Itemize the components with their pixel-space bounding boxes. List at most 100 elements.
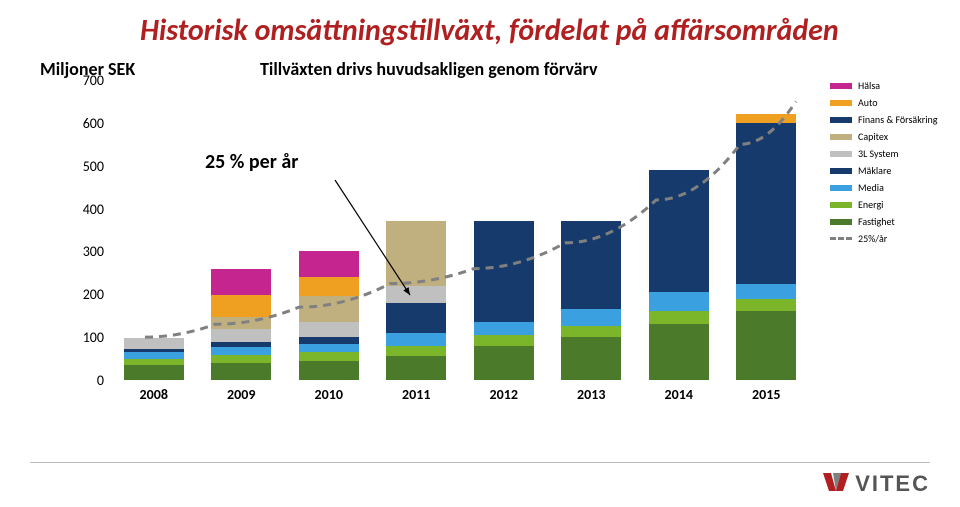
y-tick-700: 700 [44,72,104,89]
legend-label: Media [858,182,884,193]
seg-Mäklare [649,200,709,292]
chart-subtitle: Tillväxten drivs huvudsakligen genom för… [260,58,598,80]
y-tick-200: 200 [44,286,104,303]
seg-Auto [211,295,271,316]
seg-Media [386,333,446,346]
seg-Capitex [211,317,271,330]
seg-Fastighet [299,361,359,380]
y-tick-300: 300 [44,243,104,260]
seg-Media [736,284,796,299]
seg-Mäklare [736,187,796,283]
legend-item-25%/år: 25%/år [830,233,950,244]
legend-item-Hälsa: Hälsa [830,80,950,91]
seg-Energi [649,311,709,324]
legend-item-3L-System: 3L System [830,148,950,159]
legend-label: 3L System [858,148,898,159]
legend-swatch [830,202,852,208]
legend-label: Mäklare [858,165,891,176]
legend-swatch [830,185,852,191]
legend-item-Finans-&-Försäkring: Finans & Försäkring [830,114,950,125]
seg-Energi [474,335,534,346]
slide-title: Historisk omsättningstillväxt, fördelat … [140,12,839,49]
x-tick-2011: 2011 [373,386,461,403]
seg-Mäklare [211,342,271,347]
seg-Auto [736,114,796,123]
legend-item-Media: Media [830,182,950,193]
y-tick-100: 100 [44,329,104,346]
legend-item-Fastighet: Fastighet [830,216,950,227]
seg-Mäklare [299,337,359,343]
logo-icon [823,473,849,495]
y-tick-500: 500 [44,158,104,175]
legend-label: Finans & Försäkring [858,114,937,125]
y-tick-600: 600 [44,115,104,132]
seg-Fastighet [386,356,446,380]
seg-3L-System [386,286,446,303]
y-tick-400: 400 [44,201,104,218]
seg-Media [299,344,359,353]
chart-area: 20082009201020112012201320142015 0100200… [110,80,810,410]
seg-Fastighet [211,363,271,380]
seg-Energi [561,326,621,337]
legend-swatch [830,219,852,225]
seg-Hälsa [299,251,359,277]
seg-3L-System [211,329,271,342]
seg-Mäklare [561,224,621,310]
footer-divider [30,462,930,463]
legend-swatch [830,168,852,174]
x-tick-2015: 2015 [723,386,811,403]
legend-swatch [830,134,852,140]
legend-item-Auto: Auto [830,97,950,108]
legend-label: 25%/år [858,233,887,244]
legend-swatch [830,83,852,89]
seg-3L-System [299,322,359,337]
legend-item-Capitex: Capitex [830,131,950,142]
x-tick-2008: 2008 [110,386,198,403]
legend-label: Auto [858,97,878,108]
legend-label: Fastighet [858,216,895,227]
seg-3L-System [124,338,184,349]
seg-Finans-&-Försäkring [561,221,621,223]
seg-Energi [736,299,796,312]
seg-Fastighet [736,311,796,380]
seg-Capitex [299,296,359,322]
seg-Energi [211,355,271,363]
x-tick-2013: 2013 [548,386,636,403]
seg-Mäklare [474,221,534,322]
legend-label: Capitex [858,131,888,142]
legend-item-Mäklare: Mäklare [830,165,950,176]
logo-text: VITEC [855,471,930,497]
seg-Fastighet [649,324,709,380]
y-tick-0: 0 [44,372,104,389]
seg-Fastighet [124,365,184,380]
seg-Hälsa [211,269,271,295]
x-tick-2009: 2009 [198,386,286,403]
seg-Fastighet [474,346,534,380]
x-tick-2014: 2014 [635,386,723,403]
seg-Auto [299,277,359,296]
seg-Fastighet [561,337,621,380]
x-tick-2010: 2010 [285,386,373,403]
growth-annotation: 25 % per år [205,150,298,174]
x-axis-labels: 20082009201020112012201320142015 [110,386,810,406]
seg-Energi [299,352,359,361]
slide: Historisk omsättningstillväxt, fördelat … [0,0,960,507]
seg-Media [211,347,271,355]
legend-item-Energi: Energi [830,199,950,210]
seg-Finans-&-Försäkring [736,123,796,187]
legend: Hälsa Auto Finans & Försäkring Capitex 3L Sy… [830,80,950,250]
legend-label: Energi [858,199,883,210]
plot-area [110,80,810,380]
seg-Finans-&-Försäkring [649,170,709,200]
seg-Media [474,322,534,335]
x-tick-2012: 2012 [460,386,548,403]
legend-swatch [830,237,852,240]
legend-swatch [830,117,852,123]
seg-Capitex [386,221,446,285]
seg-Energi [124,359,184,365]
legend-swatch [830,151,852,157]
seg-Media [561,309,621,326]
seg-Media [649,292,709,311]
seg-Media [124,352,184,358]
seg-Energi [386,346,446,357]
